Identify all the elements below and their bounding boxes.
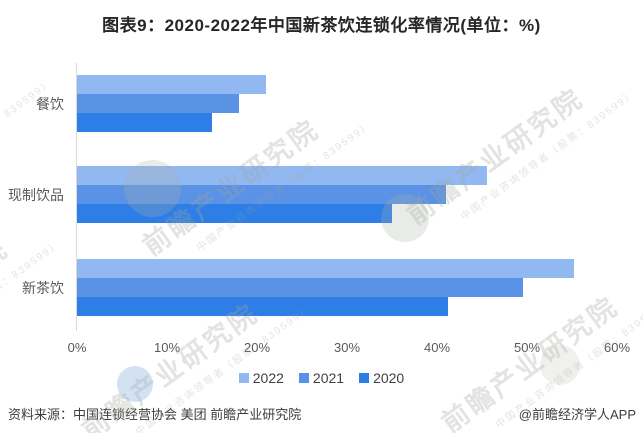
source-text: 资料来源：中国连锁经营协会 美团 前瞻产业研究院 <box>8 407 302 422</box>
x-tick-label: 20% <box>243 340 271 355</box>
legend: 2022 2021 2020 <box>0 370 643 386</box>
legend-swatch-icon <box>359 373 370 383</box>
legend-label: 2020 <box>373 370 405 386</box>
watermark-text: 前瞻产业研究院 <box>401 82 589 231</box>
legend-swatch-icon <box>298 373 309 383</box>
x-tick-label: 10% <box>153 340 181 355</box>
category-label: 新茶饮 <box>22 279 64 296</box>
x-tick-label: 30% <box>333 340 361 355</box>
credit-text: @前瞻经济学人APP <box>518 407 636 422</box>
x-tick-label: 40% <box>423 340 451 355</box>
bar-2022-c1 <box>77 166 487 185</box>
bar-2021-c0 <box>77 94 239 113</box>
legend-item-2021: 2021 <box>298 370 345 386</box>
y-axis-line <box>76 63 77 331</box>
legend-item-2020: 2020 <box>359 370 404 386</box>
bar-2022-c0 <box>77 75 266 94</box>
watermark-tile: 前瞻产业研究院 中国产业咨询领导者（股票：839599） <box>0 39 55 236</box>
bar-2020-c2 <box>77 297 448 316</box>
bar-2020-c0 <box>77 113 212 132</box>
legend-label: 2022 <box>252 370 284 386</box>
category-label: 餐饮 <box>36 95 64 112</box>
bar-2021-c2 <box>77 278 523 297</box>
legend-item-2022: 2022 <box>238 370 284 386</box>
x-tick-label: 60% <box>603 340 631 355</box>
bar-2022-c2 <box>77 259 574 278</box>
legend-label: 2021 <box>312 370 345 386</box>
bar-2021-c1 <box>77 185 446 204</box>
watermark-tile: 前瞻产业研究院 中国产业咨询领导者（股票：839599） <box>397 50 638 247</box>
category-label: 现制饮品 <box>8 186 64 203</box>
legend-swatch-icon <box>238 373 249 383</box>
x-tick-label: 0% <box>67 340 87 355</box>
chart-title: 图表9：2020-2022年中国新茶饮连锁化率情况(单位：%) <box>102 16 541 35</box>
watermark-tile: 前瞻产业研究院 中国产业咨询领导者（股票：839599） <box>0 200 63 397</box>
bar-2020-c1 <box>77 204 392 223</box>
x-tick-label: 50% <box>513 340 541 355</box>
